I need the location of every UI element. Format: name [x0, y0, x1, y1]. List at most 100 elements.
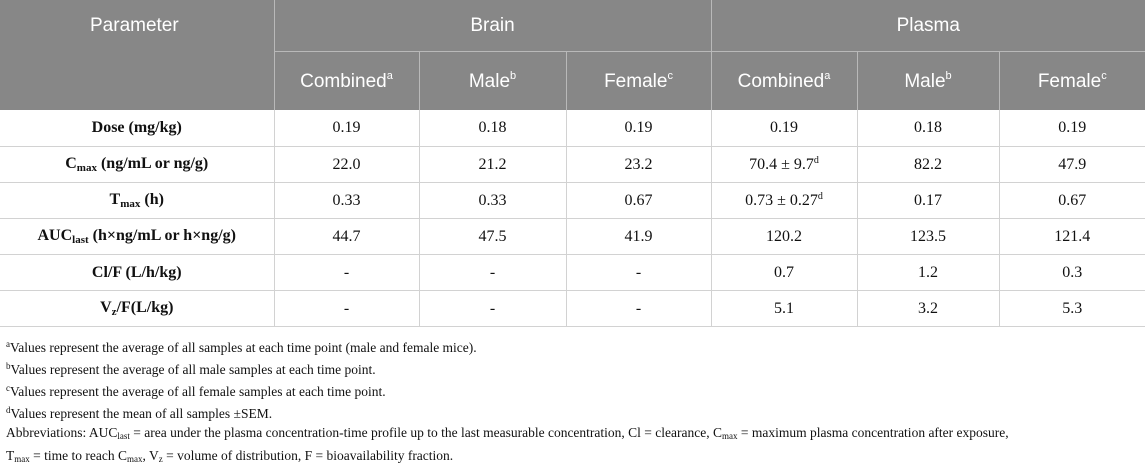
table-row-tmax: Tmax (h) 0.33 0.33 0.67 0.73 ± 0.27d 0.1… [0, 182, 1145, 219]
table-cell: 0.19 [998, 110, 1145, 147]
table-cell: 0.19 [273, 110, 419, 147]
header-brain-male: Maleb [418, 51, 566, 110]
table-cell: 70.4 ± 9.7d [710, 146, 858, 183]
header-brain: Brain [273, 0, 712, 52]
footnote-a: aValues represent the average of all sam… [6, 335, 1139, 357]
table-cell: 0.3 [998, 254, 1145, 291]
table-cell: 123.5 [856, 218, 1000, 255]
table-cell: 0.33 [418, 182, 566, 219]
footnote-c: cValues represent the average of all fem… [6, 379, 1139, 401]
label-subscript: max [76, 162, 97, 174]
footnote-marker: b [510, 69, 517, 82]
table-cell: 0.33 [273, 182, 419, 219]
footnote-b: bValues represent the average of all mal… [6, 357, 1139, 379]
label-subscript: last [72, 234, 89, 246]
header-row-subgroups: Combineda Maleb Femalec Combineda Maleb … [0, 51, 1145, 110]
label-text: /F(L/kg) [116, 299, 174, 316]
footnote-marker: b [945, 69, 952, 82]
table-cell: 1.2 [856, 254, 1000, 291]
row-label: Tmax (h) [0, 182, 274, 219]
cell-value: 0.73 ± 0.27 [745, 192, 818, 209]
row-label: AUClast (h×ng/mL or h×ng/g) [0, 218, 274, 255]
footnote-marker: a [824, 69, 831, 82]
table-cell: 0.17 [856, 182, 1000, 219]
header-label: Combined [300, 70, 387, 92]
header-row-groups: Parameter Brain Plasma [0, 0, 1145, 52]
header-brain-combined: Combineda [273, 51, 419, 110]
abbreviations-line-2: Tmax = time to reach Cmax, Vz = volume o… [6, 446, 1139, 469]
table-row-cl: Cl/F (L/h/kg) - - - 0.7 1.2 0.3 [0, 254, 1145, 291]
table-cell: 82.2 [856, 146, 1000, 183]
table-row-dose: Dose (mg/kg) 0.19 0.18 0.19 0.19 0.18 0.… [0, 110, 1145, 147]
row-label: Cl/F (L/h/kg) [0, 254, 274, 291]
label-subscript: z [111, 306, 117, 318]
abbr-text: = area under the plasma concentration-ti… [129, 425, 722, 440]
abbr-text: Abbreviations: AUC [6, 425, 118, 440]
table-cell: 0.7 [710, 254, 858, 291]
header-label: Male [904, 70, 946, 92]
label-text: T [109, 191, 121, 208]
label-text: AUC [37, 227, 73, 244]
table-cell: 44.7 [273, 218, 419, 255]
footnote-marker: d [817, 191, 823, 202]
footnote-marker: a [6, 339, 10, 349]
table-cell: - [418, 254, 566, 291]
footnote-marker: d [813, 155, 819, 166]
footnote-text: Values represent the average of all fema… [10, 384, 386, 399]
table-cell: 121.4 [998, 218, 1145, 255]
footnote-marker: a [386, 69, 393, 82]
header-label: Male [468, 70, 511, 92]
abbr-text: = time to reach C [29, 448, 127, 463]
table-cell: 0.18 [418, 110, 566, 147]
footnote-text: Values represent the average of all samp… [10, 340, 477, 355]
table-cell: 47.5 [418, 218, 566, 255]
footnote-text: Values represent the mean of all samples… [10, 406, 273, 421]
footnote-marker: c [1101, 69, 1107, 82]
header-brain-female: Femalec [565, 51, 712, 110]
abbr-text: , V [142, 448, 159, 463]
table-cell: 5.1 [710, 290, 858, 327]
row-label: Cmax (ng/mL or ng/g) [0, 146, 274, 183]
abbr-text: = volume of distribution, F = bioavailab… [162, 448, 454, 463]
header-plasma: Plasma [710, 0, 1145, 52]
table-cell: 0.73 ± 0.27d [710, 182, 858, 219]
header-label: Combined [737, 70, 825, 92]
table-footnotes: aValues represent the average of all sam… [0, 327, 1145, 469]
table-row-vz: Vz/F(L/kg) - - - 5.1 3.2 5.3 [0, 290, 1145, 327]
table-row-cmax: Cmax (ng/mL or ng/g) 22.0 21.2 23.2 70.4… [0, 146, 1145, 183]
table-cell: - [273, 290, 419, 327]
table-cell: 47.9 [998, 146, 1145, 183]
label-subscript: max [120, 198, 141, 210]
header-plasma-female: Femalec [998, 51, 1145, 110]
footnote-marker: c [667, 69, 673, 82]
abbr-subscript: last [117, 431, 130, 441]
table-cell: 5.3 [998, 290, 1145, 327]
footnote-d: dValues represent the mean of all sample… [6, 401, 1139, 423]
table-cell: 0.18 [856, 110, 1000, 147]
abbr-subscript: max [14, 454, 30, 464]
cell-value: 70.4 ± 9.7 [749, 156, 814, 173]
table-cell: - [273, 254, 419, 291]
pk-parameters-table: Parameter Brain Plasma Combineda Maleb F… [0, 0, 1145, 327]
table-cell: 23.2 [565, 146, 712, 183]
table-cell: - [565, 290, 712, 327]
footnote-text: Values represent the average of all male… [10, 362, 376, 377]
footnote-marker: c [6, 383, 10, 393]
table-cell: 22.0 [273, 146, 419, 183]
table-cell: 0.19 [710, 110, 858, 147]
footnote-marker: b [6, 361, 11, 371]
abbr-subscript: max [722, 431, 738, 441]
header-label: Female [604, 70, 668, 92]
label-text: V [100, 299, 112, 316]
row-label: Vz/F(L/kg) [0, 290, 274, 327]
row-label: Dose (mg/kg) [0, 110, 274, 147]
table-cell: 0.19 [565, 110, 712, 147]
table-cell: 21.2 [418, 146, 566, 183]
table-cell: 0.67 [565, 182, 712, 219]
label-text: (ng/mL or ng/g) [96, 155, 209, 172]
table-cell: 120.2 [710, 218, 858, 255]
abbr-text: T [6, 448, 15, 463]
header-plasma-combined: Combineda [710, 51, 858, 110]
header-plasma-male: Maleb [856, 51, 1000, 110]
label-text: (h×ng/mL or h×ng/g) [88, 227, 236, 244]
